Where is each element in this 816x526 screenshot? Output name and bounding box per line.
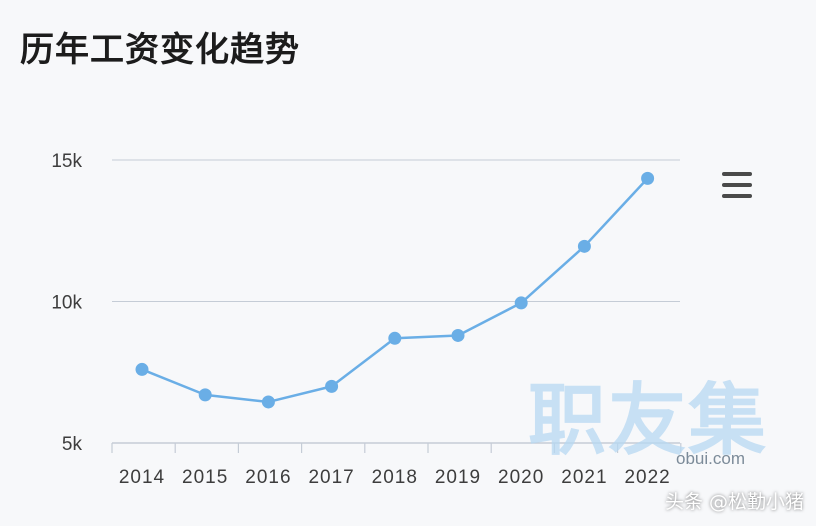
data-point — [325, 379, 339, 393]
data-point — [641, 171, 655, 185]
x-tick-label: 2021 — [561, 467, 607, 488]
author-credit: 头条 @松勤小猪 — [664, 491, 804, 513]
data-point — [261, 395, 275, 409]
watermark: 职友集 — [528, 376, 769, 466]
x-tick-label: 2020 — [498, 467, 544, 488]
x-tick-label: 2015 — [182, 467, 228, 488]
data-point — [198, 388, 212, 402]
chart-title: 历年工资变化趋势 — [20, 30, 300, 70]
x-tick-label: 2016 — [245, 467, 291, 488]
data-point — [135, 362, 149, 376]
data-point — [388, 331, 402, 345]
data-point — [577, 239, 591, 253]
x-tick-label: 2017 — [308, 467, 354, 488]
data-point — [451, 328, 465, 342]
hamburger-menu-icon — [722, 172, 752, 176]
x-tick-label: 2014 — [119, 467, 165, 488]
x-tick-label: 2019 — [435, 467, 481, 488]
x-tick-label: 2022 — [624, 467, 670, 488]
y-tick-label: 15k — [51, 151, 82, 172]
x-tick-label: 2018 — [372, 467, 418, 488]
y-tick-label: 5k — [62, 434, 83, 455]
domain-text: obui.com — [676, 449, 745, 468]
y-tick-label: 10k — [51, 293, 82, 314]
data-point — [514, 296, 528, 310]
chart-menu-button[interactable] — [716, 168, 756, 202]
